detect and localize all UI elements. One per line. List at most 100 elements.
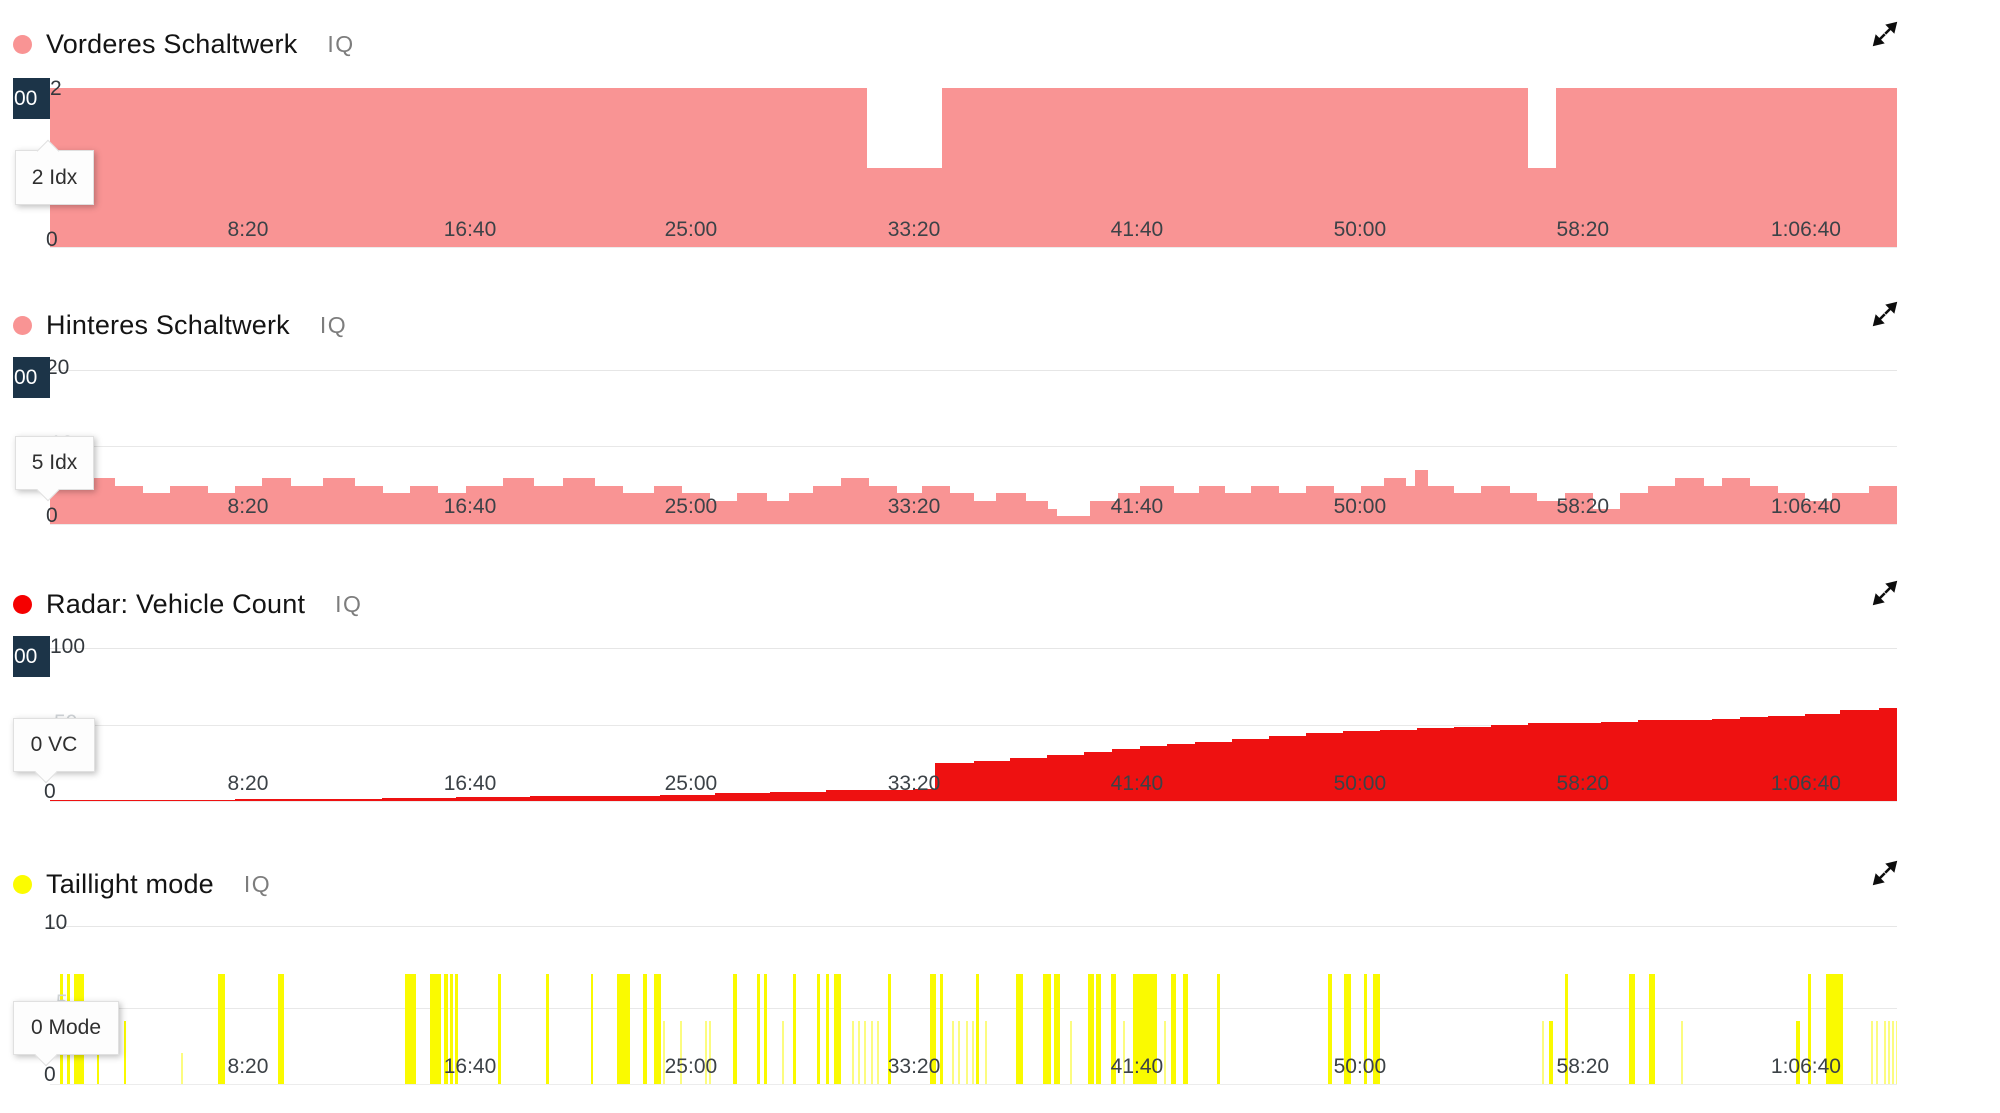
spike-bar bbox=[663, 1021, 666, 1084]
spike-bar bbox=[704, 1021, 707, 1084]
area-segment bbox=[410, 485, 439, 524]
panel-header-radar-vehicle-count: Radar: Vehicle Count IQ bbox=[13, 586, 362, 622]
expand-icon[interactable] bbox=[1870, 579, 1900, 609]
y-axis-zero-label: 0 bbox=[46, 504, 58, 527]
x-tick-label: 1:06:40 bbox=[1770, 1055, 1841, 1078]
panel-header-hinteres-schaltwerk: Hinteres Schaltwerk IQ bbox=[13, 307, 347, 343]
x-tick-label: 25:00 bbox=[664, 495, 718, 518]
area-segment bbox=[942, 88, 1529, 247]
area-segment bbox=[1712, 718, 1741, 801]
spike-bar bbox=[863, 1021, 866, 1084]
panel-title: Taillight mode bbox=[46, 868, 214, 899]
area-segment bbox=[262, 478, 291, 524]
x-tick-label: 1:06:40 bbox=[1770, 218, 1841, 241]
chart-hinteres-schaltwerk[interactable]: 8:20 16:40 25:00 33:20 41:40 50:00 58:20 1:06:4… bbox=[50, 370, 1897, 525]
area-segment bbox=[866, 167, 943, 247]
spike-bar bbox=[1892, 1021, 1894, 1084]
chart-radar-vehicle-count[interactable]: 8:20 16:40 25:00 33:20 41:40 50:00 58:20 1:06:4… bbox=[50, 648, 1897, 802]
spike-bar bbox=[124, 1021, 127, 1084]
expand-arrows-icon bbox=[1872, 301, 1898, 327]
spike-bar bbox=[1088, 974, 1094, 1084]
spike-bar bbox=[1163, 1021, 1166, 1084]
chart-taillight-mode[interactable]: 8:20 16:40 25:00 33:20 41:40 50:00 58:20 1:06:4… bbox=[50, 926, 1897, 1085]
area-segment bbox=[1047, 755, 1085, 801]
area-segment bbox=[308, 798, 384, 801]
y-axis-max-label: 20 bbox=[46, 356, 70, 379]
spike-bar bbox=[1680, 1021, 1683, 1084]
x-tick-label: 41:40 bbox=[1110, 1055, 1164, 1078]
area-segment bbox=[737, 493, 768, 524]
spike-bar bbox=[277, 974, 284, 1084]
area-segment bbox=[234, 485, 263, 524]
spike-bar bbox=[929, 974, 936, 1084]
spike-bar bbox=[965, 1021, 968, 1084]
area-segment bbox=[1333, 493, 1362, 524]
area-segment bbox=[812, 485, 842, 524]
expand-icon[interactable] bbox=[1870, 300, 1900, 330]
tooltip-value: 2 Idx bbox=[31, 165, 78, 189]
iq-icon[interactable]: IQ bbox=[319, 311, 348, 338]
area-segment bbox=[1776, 493, 1806, 524]
x-cursor-badge: 00 bbox=[13, 636, 50, 677]
area-segment bbox=[1405, 485, 1416, 524]
area-segment bbox=[1564, 722, 1603, 801]
area-segment bbox=[1232, 738, 1270, 801]
x-tick-label: 41:40 bbox=[1110, 772, 1164, 795]
x-tick-label: 25:00 bbox=[664, 218, 718, 241]
x-tick-label: 41:40 bbox=[1110, 218, 1164, 241]
expand-icon[interactable] bbox=[1870, 20, 1900, 50]
x-tick-label: 25:00 bbox=[664, 772, 718, 795]
area-segment bbox=[1869, 485, 1897, 524]
spike-bar bbox=[1825, 974, 1843, 1084]
expand-icon[interactable] bbox=[1870, 859, 1900, 889]
series-color-dot bbox=[13, 594, 32, 614]
area-segment bbox=[1010, 758, 1048, 801]
series-color-dot bbox=[13, 34, 32, 54]
iq-icon[interactable]: IQ bbox=[335, 590, 363, 617]
mid-gridline bbox=[50, 1008, 1897, 1009]
spike-bar bbox=[781, 1021, 784, 1084]
area-segment bbox=[921, 485, 951, 524]
spike-bar bbox=[972, 1021, 975, 1084]
expand-arrows-icon bbox=[1872, 860, 1898, 886]
area-segment bbox=[1427, 485, 1455, 524]
x-tick-label: 25:00 bbox=[664, 1055, 718, 1078]
spike-bar bbox=[617, 974, 631, 1084]
spike-bar bbox=[1648, 974, 1655, 1084]
area-segment bbox=[1305, 485, 1335, 524]
spike-bar bbox=[876, 1021, 879, 1084]
spike-bar bbox=[653, 974, 661, 1084]
x-tick-label: 16:40 bbox=[443, 495, 497, 518]
spike-bar bbox=[1122, 1021, 1125, 1084]
spike-bar bbox=[404, 974, 416, 1084]
x-tick-label: 8:20 bbox=[227, 772, 269, 795]
spike-bar bbox=[1896, 1021, 1897, 1084]
area-segment bbox=[234, 799, 310, 801]
area-segment bbox=[1749, 485, 1778, 524]
area-segment bbox=[681, 493, 710, 524]
x-cursor-badge: 00 bbox=[13, 357, 50, 398]
spike-bar bbox=[1182, 974, 1188, 1084]
area-segment bbox=[1117, 493, 1141, 524]
spike-bar bbox=[957, 1021, 960, 1084]
spike-bar bbox=[96, 1052, 99, 1084]
area-segment bbox=[709, 501, 738, 524]
area-segment bbox=[1619, 493, 1649, 524]
area-segment bbox=[1383, 478, 1407, 524]
value-tooltip: 0 Mode bbox=[13, 1001, 119, 1055]
area-segment bbox=[995, 493, 1026, 524]
area-segment bbox=[659, 794, 716, 801]
iq-icon[interactable]: IQ bbox=[327, 30, 355, 57]
area-segment bbox=[1453, 493, 1483, 524]
chart-vorderes-schaltwerk[interactable]: 8:20 16:40 25:00 33:20 41:40 50:00 58:20 1:06:4… bbox=[50, 88, 1897, 248]
iq-icon[interactable]: IQ bbox=[243, 870, 272, 897]
area-segment bbox=[1564, 493, 1593, 524]
x-tick-label: 16:40 bbox=[443, 772, 497, 795]
spike-bar bbox=[1807, 974, 1811, 1084]
area-segment bbox=[1089, 501, 1119, 524]
mid-gridline bbox=[50, 446, 1897, 447]
area-segment bbox=[1025, 501, 1048, 524]
spike-bar bbox=[709, 1021, 711, 1084]
expand-arrows-icon bbox=[1872, 580, 1898, 606]
